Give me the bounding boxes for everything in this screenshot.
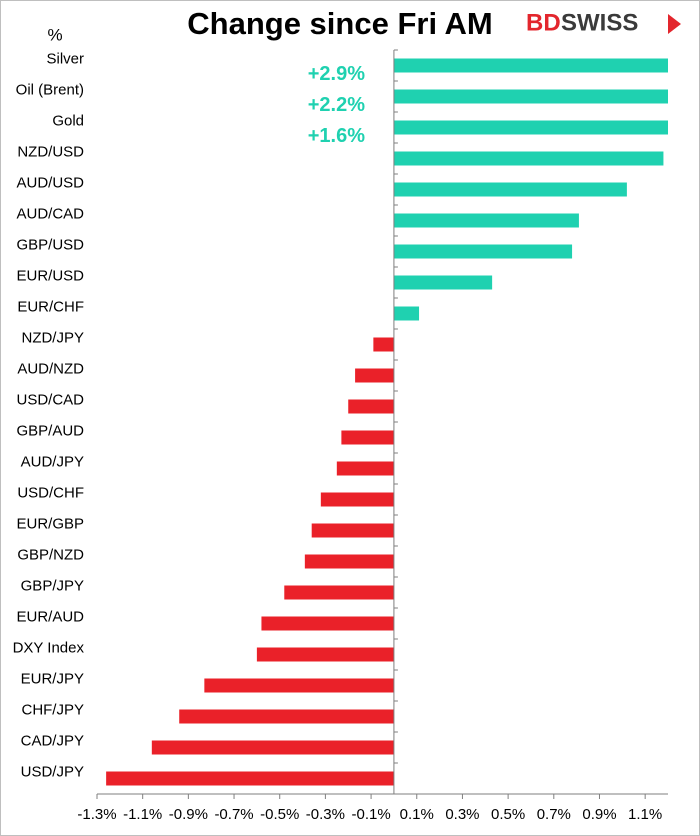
x-tick-label: 0.9% xyxy=(582,806,616,823)
bar xyxy=(284,585,394,600)
bar xyxy=(336,461,394,476)
logo-icon xyxy=(668,14,681,34)
y-tick-label: EUR/AUD xyxy=(16,608,84,625)
bar xyxy=(393,120,668,135)
logo: BD SWISS xyxy=(526,9,681,36)
x-tick-label: -0.7% xyxy=(214,806,253,823)
x-tick-label: -1.1% xyxy=(123,806,162,823)
y-tick-label: AUD/NZD xyxy=(17,360,84,377)
y-tick-label: GBP/USD xyxy=(16,236,84,253)
value-label: +2.2% xyxy=(308,94,365,116)
bar xyxy=(320,492,394,507)
x-tick-label: -0.5% xyxy=(260,806,299,823)
bar xyxy=(151,740,394,755)
x-tick-label: -1.3% xyxy=(77,806,116,823)
bar xyxy=(373,337,394,352)
bar xyxy=(256,647,394,662)
x-tick-label: 0.1% xyxy=(400,806,434,823)
x-tick-label: 0.7% xyxy=(537,806,571,823)
value-label: +2.9% xyxy=(308,63,365,85)
y-tick-label: AUD/CAD xyxy=(16,205,84,222)
bar xyxy=(393,58,668,73)
bar xyxy=(311,523,394,538)
y-tick-label: NZD/USD xyxy=(17,143,84,160)
bar xyxy=(393,306,420,321)
bar xyxy=(393,151,664,166)
y-tick-label: EUR/JPY xyxy=(21,670,84,687)
bar xyxy=(355,368,394,383)
bar xyxy=(393,244,573,259)
x-tick-label: 1.1% xyxy=(628,806,662,823)
y-tick-label: Silver xyxy=(46,50,84,67)
y-tick-label: GBP/JPY xyxy=(21,577,84,594)
y-tick-label: Gold xyxy=(52,112,84,129)
logo-part: SWISS xyxy=(561,9,638,36)
y-tick-label: EUR/GBP xyxy=(16,515,84,532)
y-tick-label: USD/CHF xyxy=(17,484,84,501)
bar xyxy=(393,182,627,197)
bar xyxy=(393,275,493,290)
y-tick-label: EUR/CHF xyxy=(17,298,84,315)
bar xyxy=(106,771,394,786)
y-tick-label: USD/CAD xyxy=(16,391,84,408)
chart-title: Change since Fri AM xyxy=(187,6,492,41)
y-tick-label: NZD/JPY xyxy=(21,329,84,346)
bar xyxy=(304,554,394,569)
bar xyxy=(204,678,394,693)
value-label: +1.6% xyxy=(308,125,365,147)
bar xyxy=(261,616,394,631)
y-tick-label: EUR/USD xyxy=(16,267,84,284)
bar xyxy=(348,399,394,414)
y-tick-label: AUD/JPY xyxy=(21,453,84,470)
bar xyxy=(341,430,394,445)
logo-part: BD xyxy=(526,9,561,36)
x-tick-label: -0.3% xyxy=(306,806,345,823)
y-tick-label: CAD/JPY xyxy=(21,732,84,749)
y-tick-label: GBP/NZD xyxy=(17,546,84,563)
bar xyxy=(393,213,579,228)
y-tick-label: USD/JPY xyxy=(21,763,84,780)
y-tick-label: GBP/AUD xyxy=(16,422,84,439)
y-tick-label: Oil (Brent) xyxy=(16,81,84,98)
x-tick-label: -0.9% xyxy=(169,806,208,823)
bar xyxy=(179,709,394,724)
unit-label: % xyxy=(47,25,62,44)
x-tick-label: 0.5% xyxy=(491,806,525,823)
y-tick-label: DXY Index xyxy=(13,639,85,656)
x-tick-label: 0.3% xyxy=(445,806,479,823)
y-tick-label: AUD/USD xyxy=(16,174,84,191)
bar xyxy=(393,89,668,104)
y-tick-label: CHF/JPY xyxy=(21,701,84,718)
x-tick-label: -0.1% xyxy=(351,806,390,823)
